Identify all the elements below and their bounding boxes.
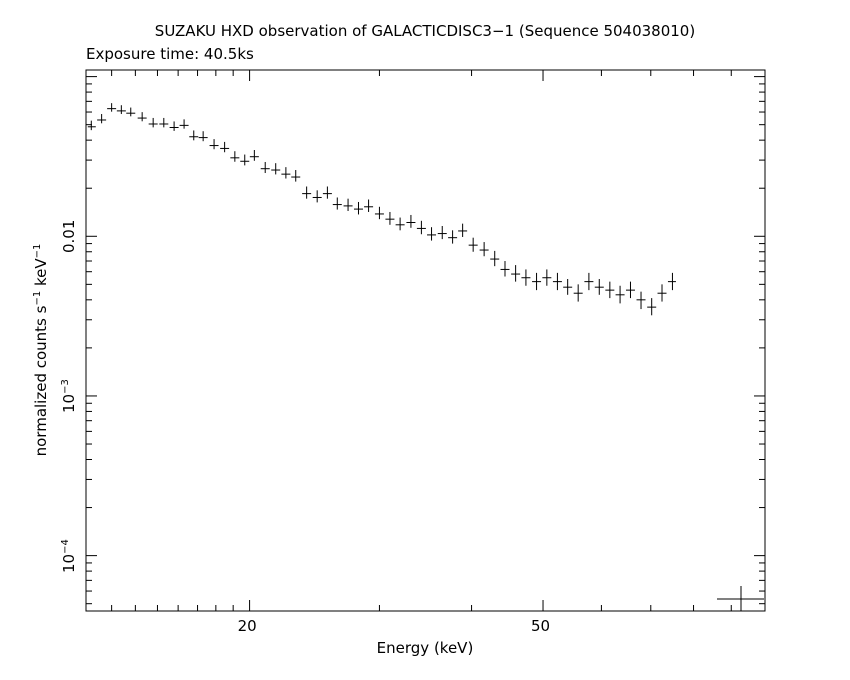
data-point	[406, 214, 416, 228]
data-point	[427, 227, 437, 241]
axis-ticks	[85, 70, 766, 611]
x-axis-label: Energy (keV)	[376, 639, 474, 657]
data-point	[385, 211, 395, 225]
data-point	[647, 298, 657, 316]
data-point	[573, 284, 583, 302]
data-point	[302, 186, 312, 199]
data-point	[615, 285, 625, 304]
data-point	[479, 242, 489, 257]
data-point	[594, 279, 604, 295]
data-point	[179, 119, 189, 129]
sample-error-cross	[717, 586, 764, 611]
data-point	[97, 114, 107, 124]
data-point	[458, 223, 468, 237]
data-point	[416, 220, 426, 235]
y-tick-label: 10−4	[60, 538, 78, 573]
data-point	[230, 151, 240, 162]
data-point	[542, 269, 552, 286]
data-point	[220, 141, 230, 153]
y-tick-label: 10−3	[60, 379, 78, 413]
data-point	[271, 163, 281, 175]
data-point	[159, 117, 169, 128]
y-axis-label: normalized counts s−1 keV−1	[32, 243, 50, 457]
data-point	[468, 237, 478, 252]
data-point	[353, 201, 363, 215]
data-points	[87, 103, 676, 316]
data-point	[281, 167, 291, 179]
data-point	[322, 186, 332, 199]
data-point	[532, 272, 542, 291]
data-point	[437, 225, 447, 240]
data-point	[500, 261, 510, 277]
data-point	[189, 130, 199, 141]
data-point	[209, 139, 219, 150]
data-point	[260, 161, 270, 174]
data-point	[552, 272, 562, 291]
data-point	[584, 272, 594, 291]
data-point	[332, 197, 342, 210]
data-point	[343, 198, 353, 211]
data-point	[169, 121, 179, 131]
data-point	[605, 281, 615, 299]
data-point	[490, 250, 500, 267]
data-point	[291, 170, 301, 182]
data-point	[657, 284, 667, 302]
data-point	[249, 150, 259, 161]
data-point	[364, 199, 374, 212]
data-point	[312, 190, 322, 203]
data-point	[198, 131, 208, 142]
x-tick-label: 50	[531, 617, 551, 635]
chart-title: SUZAKU HXD observation of GALACTICDISC3−…	[154, 22, 696, 40]
x-tick-label: 20	[237, 617, 257, 635]
data-point	[87, 120, 96, 131]
data-point	[137, 112, 147, 122]
data-point	[521, 269, 531, 286]
data-point	[667, 272, 676, 291]
data-point	[625, 281, 635, 299]
data-point	[563, 279, 573, 295]
data-point	[636, 291, 646, 310]
data-point	[240, 154, 250, 166]
data-point	[448, 230, 458, 244]
plot-frame	[85, 69, 766, 612]
chart-subtitle: Exposure time: 40.5ks	[86, 45, 254, 63]
data-point	[148, 117, 158, 128]
data-point	[107, 103, 117, 112]
data-point	[116, 105, 126, 115]
data-point	[511, 265, 521, 282]
y-tick-label: 0.01	[60, 219, 78, 253]
data-point	[395, 217, 405, 231]
data-point	[126, 107, 136, 117]
data-point	[374, 206, 384, 220]
